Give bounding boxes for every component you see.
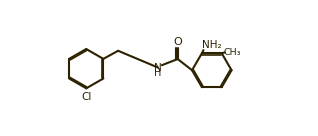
Text: NH₂: NH₂ [202,40,222,50]
Text: Cl: Cl [81,92,92,102]
Text: N: N [154,63,162,72]
Text: H: H [154,68,161,78]
Text: O: O [173,37,182,47]
Text: CH₃: CH₃ [224,48,241,57]
